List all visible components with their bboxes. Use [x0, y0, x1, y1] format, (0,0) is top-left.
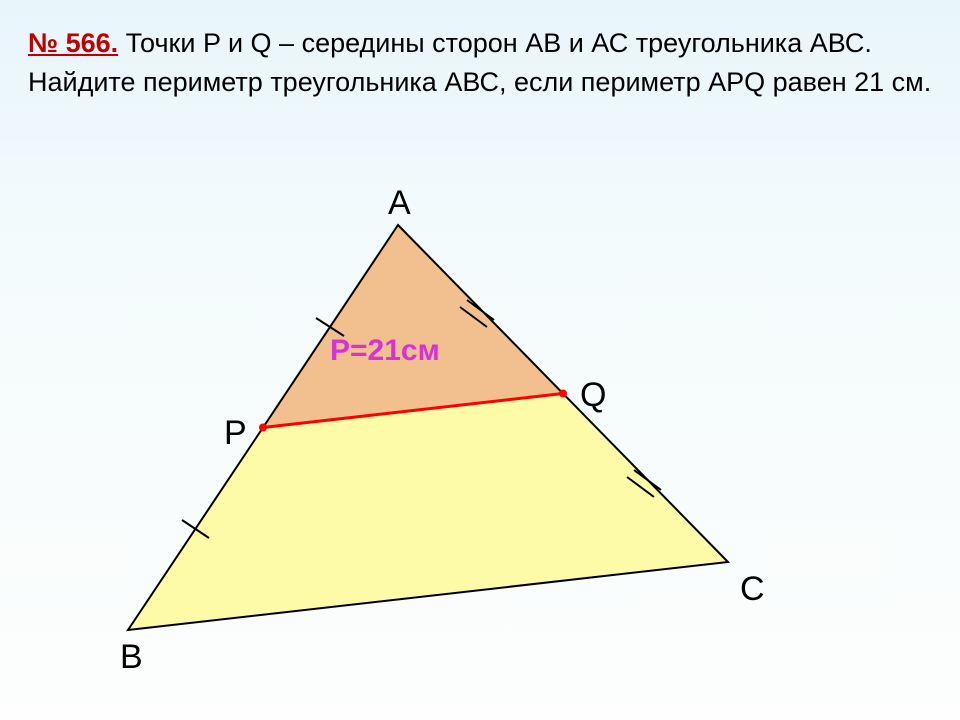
label-a: A — [388, 184, 411, 222]
label-c: C — [740, 570, 765, 608]
geometry-diagram: P=21см A B C P Q — [0, 0, 960, 720]
lower-quad — [128, 394, 728, 631]
label-q: Q — [580, 376, 606, 414]
point-q — [559, 390, 567, 398]
label-p: P — [224, 414, 247, 452]
perimeter-label: P=21см — [330, 334, 440, 367]
label-b: B — [120, 638, 143, 676]
point-p — [259, 424, 267, 432]
